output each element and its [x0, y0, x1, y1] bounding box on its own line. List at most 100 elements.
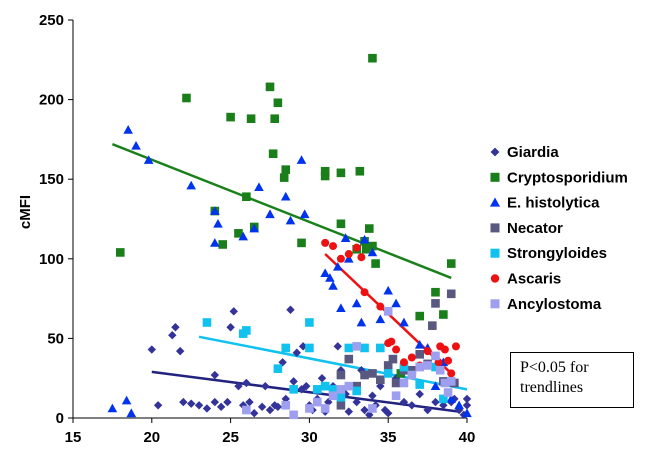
point-strongyloides: [415, 380, 425, 389]
point-ancylostoma: [407, 370, 417, 380]
point-e-histolytica: [320, 268, 330, 277]
point-ancylostoma: [368, 404, 377, 413]
legend-label-giardia: Giardia: [507, 144, 559, 161]
point-e-histolytica: [367, 247, 378, 257]
point-ascaris: [444, 356, 453, 365]
point-strongyloides: [360, 343, 369, 353]
point-giardia: [153, 401, 163, 410]
point-strongyloides: [320, 381, 330, 391]
point-cryptosporidium: [273, 98, 283, 108]
point-necator: [383, 361, 393, 370]
point-giardia: [431, 397, 440, 407]
point-e-histolytica: [213, 218, 223, 228]
point-giardia: [202, 404, 212, 413]
point-giardia: [175, 346, 185, 356]
point-necator: [388, 354, 398, 364]
point-e-histolytica: [325, 273, 335, 282]
point-ascaris: [329, 242, 338, 251]
point-ancylostoma: [446, 377, 456, 386]
legend-marker-giardia: [490, 147, 500, 157]
point-necator: [415, 350, 425, 359]
point-e-histolytica: [430, 381, 441, 390]
point-cryptosporidium: [371, 259, 380, 268]
point-e-histolytica: [336, 303, 346, 312]
point-necator: [407, 365, 417, 375]
point-giardia: [462, 401, 472, 410]
point-ascaris: [357, 253, 366, 262]
point-e-histolytica: [462, 408, 472, 418]
point-e-histolytica: [399, 317, 409, 327]
point-necator: [391, 378, 401, 388]
point-giardia: [250, 409, 259, 418]
point-giardia: [171, 323, 180, 332]
point-cryptosporidium: [336, 168, 346, 178]
point-cryptosporidium: [268, 149, 278, 159]
point-giardia: [179, 397, 188, 407]
point-necator: [368, 369, 377, 378]
point-giardia: [360, 405, 369, 415]
point-giardia: [216, 402, 226, 412]
point-giardia: [273, 402, 283, 412]
x-tick-label: 30: [301, 429, 318, 446]
point-ancylostoma: [423, 361, 432, 370]
point-e-histolytica: [143, 155, 154, 164]
point-strongyloides: [399, 362, 409, 372]
point-ancylostoma: [383, 307, 393, 316]
point-giardia: [399, 397, 409, 407]
point-cryptosporidium: [361, 244, 371, 254]
point-necator: [336, 400, 346, 410]
point-giardia: [317, 374, 327, 383]
legend-marker-ascaris: [490, 274, 500, 283]
point-e-histolytica: [359, 234, 370, 244]
point-necator: [446, 289, 456, 299]
point-ancylostoma: [431, 351, 440, 361]
point-giardia: [423, 405, 432, 415]
point-ascaris: [344, 250, 353, 259]
point-e-histolytica: [121, 395, 132, 405]
point-strongyloides: [439, 394, 448, 404]
point-e-histolytica: [454, 400, 464, 410]
point-giardia: [289, 377, 298, 386]
point-giardia: [245, 397, 254, 407]
legend-marker-e-histolytica: [489, 197, 501, 207]
point-giardia: [147, 345, 156, 354]
point-giardia: [384, 409, 393, 418]
point-ancylostoma: [415, 362, 425, 372]
legend-marker-ancylostoma: [490, 299, 500, 309]
point-giardia: [234, 381, 243, 391]
point-ascaris: [399, 358, 408, 367]
point-giardia: [352, 397, 361, 407]
point-strongyloides: [383, 369, 393, 378]
point-ancylostoma: [320, 404, 330, 413]
point-e-histolytica: [186, 180, 196, 190]
point-e-histolytica: [107, 403, 118, 413]
point-ancylostoma: [440, 378, 450, 388]
point-giardia: [226, 323, 235, 332]
point-cryptosporidium: [364, 224, 374, 233]
legend-marker-cryptosporidium: [490, 172, 500, 182]
legend-label-ascaris: Ascaris: [507, 271, 561, 288]
point-e-histolytica: [249, 223, 260, 233]
point-ancylostoma: [344, 381, 354, 391]
point-necator: [352, 381, 361, 391]
point-e-histolytica: [351, 298, 362, 308]
point-ancylostoma: [435, 365, 445, 375]
point-cryptosporidium: [320, 166, 330, 176]
legend-label-ancylostoma: Ancylostoma: [507, 296, 602, 313]
point-strongyloides: [242, 326, 251, 335]
point-ancylostoma: [328, 391, 338, 401]
x-tick-label: 35: [380, 429, 397, 446]
point-ascaris: [440, 345, 449, 354]
point-necator: [336, 370, 346, 380]
point-ascaris: [352, 243, 361, 252]
point-e-histolytica: [344, 254, 354, 263]
point-ancylostoma: [352, 342, 361, 351]
point-giardia: [462, 394, 472, 404]
point-giardia: [210, 397, 220, 407]
point-e-histolytica: [265, 209, 275, 219]
point-cryptosporidium: [446, 259, 456, 268]
point-cryptosporidium: [368, 241, 377, 251]
point-ancylostoma: [399, 378, 409, 388]
point-giardia: [223, 397, 232, 407]
